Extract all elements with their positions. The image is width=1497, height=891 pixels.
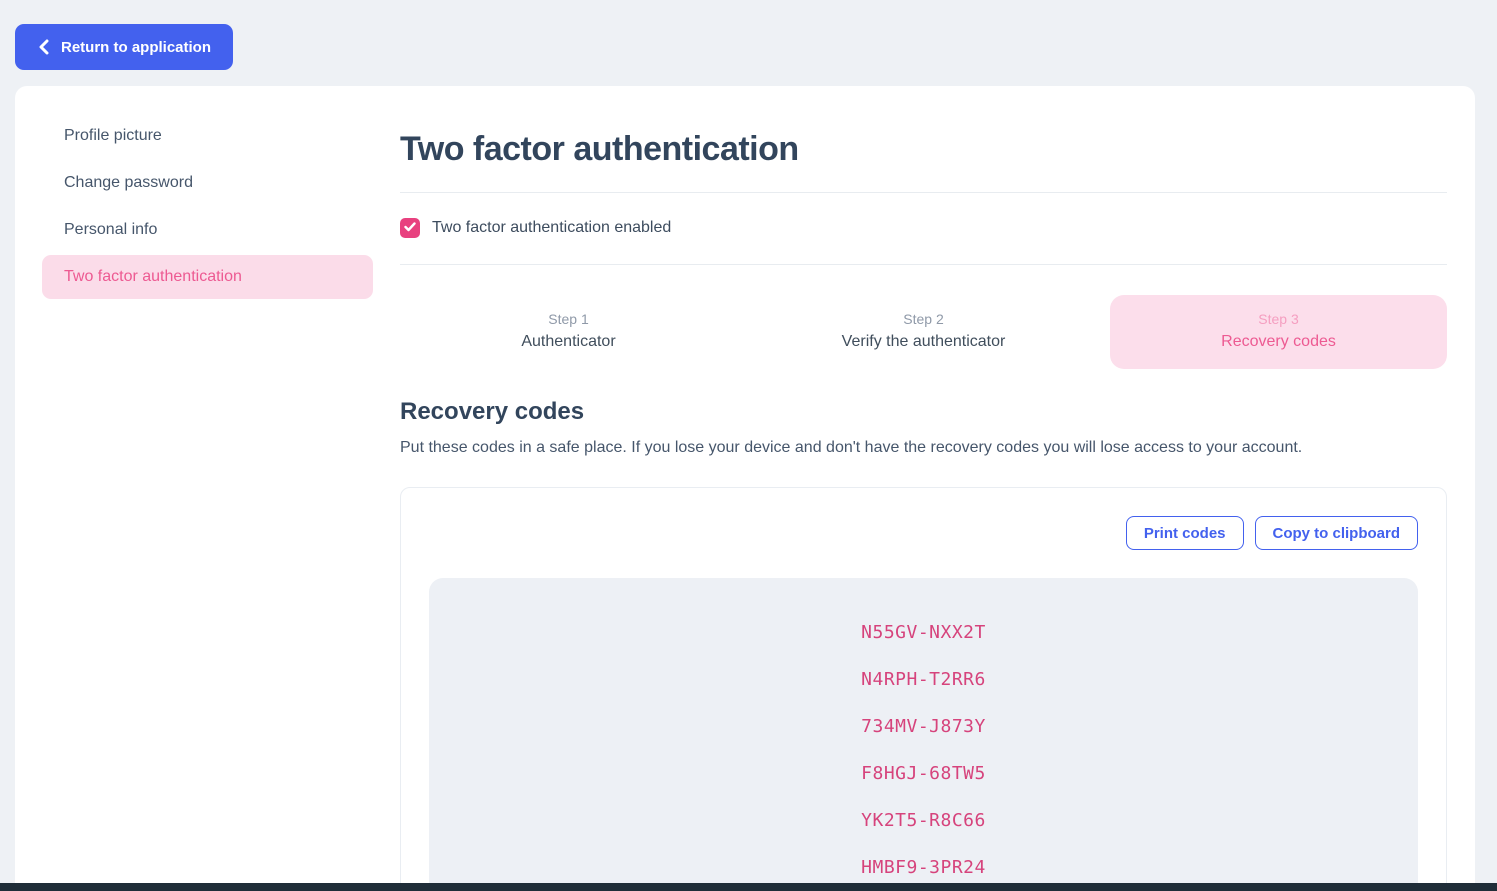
recovery-code: N4RPH-T2RR6 xyxy=(861,669,986,691)
recovery-code: 734MV-J873Y xyxy=(861,716,986,738)
two-factor-enabled-row: Two factor authentication enabled xyxy=(400,193,1447,264)
recovery-codes-description: Put these codes in a safe place. If you … xyxy=(400,439,1303,457)
divider xyxy=(400,192,1447,193)
settings-sidebar: Profile picture Change password Personal… xyxy=(42,114,388,302)
return-button-label: Return to application xyxy=(61,38,211,56)
sidebar-item-change-password[interactable]: Change password xyxy=(64,174,193,191)
settings-card: Profile picture Change password Personal… xyxy=(15,86,1475,891)
chevron-left-icon xyxy=(37,39,51,55)
recovery-code: N55GV-NXX2T xyxy=(861,622,986,644)
step-title: Recovery codes xyxy=(1221,332,1336,350)
page-title: Two factor authentication xyxy=(400,130,799,168)
recovery-code: YK2T5-R8C66 xyxy=(861,810,986,832)
window-bottom-edge xyxy=(0,883,1497,891)
recovery-codes-container: Print codes Copy to clipboard N55GV-NXX2… xyxy=(400,487,1447,891)
two-factor-enabled-label: Two factor authentication enabled xyxy=(432,219,672,236)
sidebar-item-profile-picture[interactable]: Profile picture xyxy=(64,127,162,144)
step-1-authenticator[interactable]: Step 1 Authenticator xyxy=(400,295,737,369)
checkmark-icon xyxy=(404,219,416,237)
recovery-codes-heading: Recovery codes xyxy=(400,398,585,426)
return-to-application-button[interactable]: Return to application xyxy=(15,24,233,70)
divider xyxy=(400,264,1447,265)
main-content: Two factor authentication Two factor aut… xyxy=(400,86,1447,891)
copy-to-clipboard-button[interactable]: Copy to clipboard xyxy=(1254,516,1418,551)
steps-row: Step 1 Authenticator Step 2 Verify the a… xyxy=(400,295,1447,370)
recovery-actions: Print codes Copy to clipboard xyxy=(429,516,1418,551)
step-2-verify-authenticator[interactable]: Step 2 Verify the authenticator xyxy=(755,295,1092,369)
step-3-recovery-codes[interactable]: Step 3 Recovery codes xyxy=(1110,295,1447,370)
step-label: Step 2 xyxy=(903,311,944,327)
step-title: Authenticator xyxy=(521,332,616,350)
step-label: Step 1 xyxy=(548,311,589,327)
sidebar-item-two-factor-authentication[interactable]: Two factor authentication xyxy=(42,255,373,299)
recovery-code: HMBF9-3PR24 xyxy=(861,857,986,879)
print-codes-button[interactable]: Print codes xyxy=(1125,516,1244,551)
sidebar-item-personal-info[interactable]: Personal info xyxy=(64,221,158,238)
step-title: Verify the authenticator xyxy=(841,332,1006,350)
two-factor-enabled-checkbox[interactable] xyxy=(400,218,420,238)
step-label: Step 3 xyxy=(1258,311,1299,327)
recovery-codes-panel: N55GV-NXX2T N4RPH-T2RR6 734MV-J873Y F8HG… xyxy=(429,578,1418,891)
recovery-code: F8HGJ-68TW5 xyxy=(861,763,986,785)
